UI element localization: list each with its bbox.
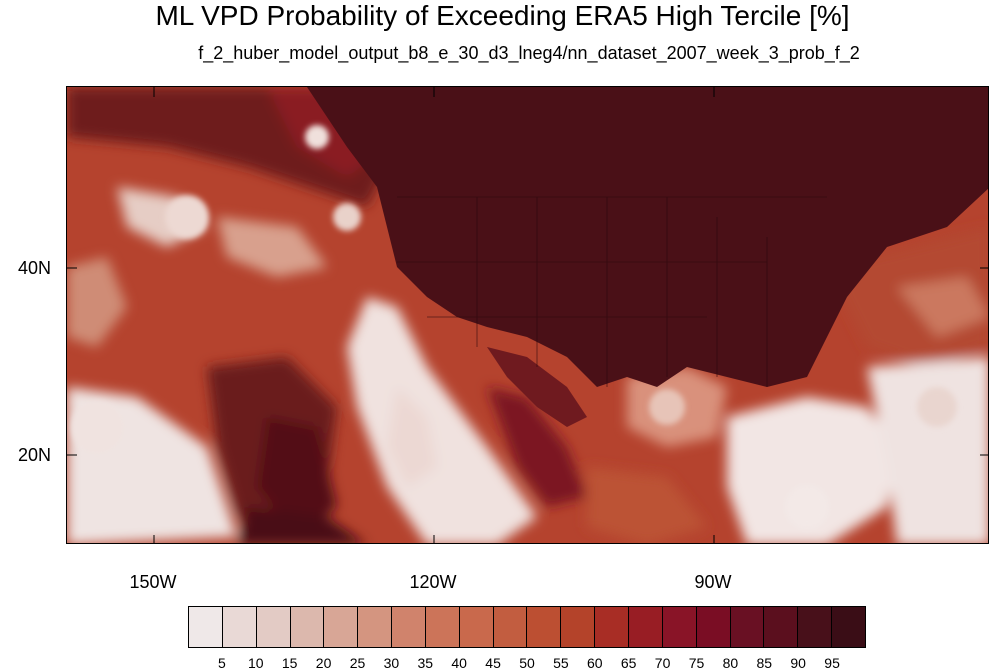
colorbar-tick-label: 15 xyxy=(281,655,298,671)
colorbar-cell xyxy=(832,607,865,647)
colorbar-tick-label: 80 xyxy=(722,655,739,671)
lon-label-120w: 120W xyxy=(409,572,457,592)
colorbar-cell xyxy=(189,607,223,647)
colorbar-cell xyxy=(628,607,663,647)
colorbar xyxy=(188,606,866,648)
colorbar-tick-label: 70 xyxy=(654,655,671,671)
colorbar-tick-label: 55 xyxy=(553,655,569,671)
colorbar-cell xyxy=(290,607,325,647)
colorbar-cell xyxy=(256,607,291,647)
colorbar-tick-label: 75 xyxy=(688,655,705,671)
colorbar-tick-label: 25 xyxy=(349,655,366,671)
colorbar-cell xyxy=(662,607,697,647)
state-borders xyxy=(397,196,827,387)
texture-overlay xyxy=(71,125,957,529)
map-title: ML VPD Probability of Exceeding ERA5 Hig… xyxy=(155,0,850,31)
colorbar-tick-label: 50 xyxy=(519,655,535,671)
colorbar-cell xyxy=(764,607,799,647)
colorbar-tick-label: 30 xyxy=(383,655,400,671)
colorbar-tick-label: 90 xyxy=(790,655,806,671)
colorbar-cell xyxy=(730,607,765,647)
colorbar-cell xyxy=(222,607,257,647)
colorbar-cell xyxy=(595,607,629,647)
colorbar-tick-label: 20 xyxy=(315,655,332,671)
lon-label-150w: 150W xyxy=(129,572,177,592)
colorbar-cell xyxy=(561,607,596,647)
colorbar-cell xyxy=(696,607,731,647)
colorbar-tick-label: 45 xyxy=(485,655,501,671)
colorbar-cell xyxy=(493,607,528,647)
colorbar-tick-label: 65 xyxy=(620,655,637,671)
colorbar-tick-label: 10 xyxy=(248,655,264,671)
map-canvas xyxy=(67,87,988,543)
lat-label-20n: 20N xyxy=(18,445,52,465)
colorbar-tick-label: 5 xyxy=(217,655,226,671)
lat-label-40n: 40N xyxy=(18,258,52,278)
colorbar-tick-label: 85 xyxy=(756,655,773,671)
colorbar-tick-label: 95 xyxy=(824,655,840,671)
colorbar-cell xyxy=(459,607,494,647)
map-subtitle: f_2_huber_model_output_b8_e_30_d3_lneg4/… xyxy=(198,43,860,63)
colorbar-cell xyxy=(392,607,426,647)
colorbar-tick-label: 35 xyxy=(417,655,434,671)
colorbar-tick-label: 40 xyxy=(451,655,467,671)
inner-ticks xyxy=(67,87,988,543)
probability-map xyxy=(66,86,989,544)
colorbar-cell xyxy=(324,607,359,647)
colorbar-cell xyxy=(798,607,833,647)
colorbar-cell xyxy=(527,607,562,647)
lon-label-90w: 90W xyxy=(694,572,732,592)
colorbar-cell xyxy=(425,607,460,647)
land-region-mexico xyxy=(487,347,587,427)
colorbar-tick-label: 60 xyxy=(587,655,603,671)
colorbar-cell xyxy=(358,607,393,647)
